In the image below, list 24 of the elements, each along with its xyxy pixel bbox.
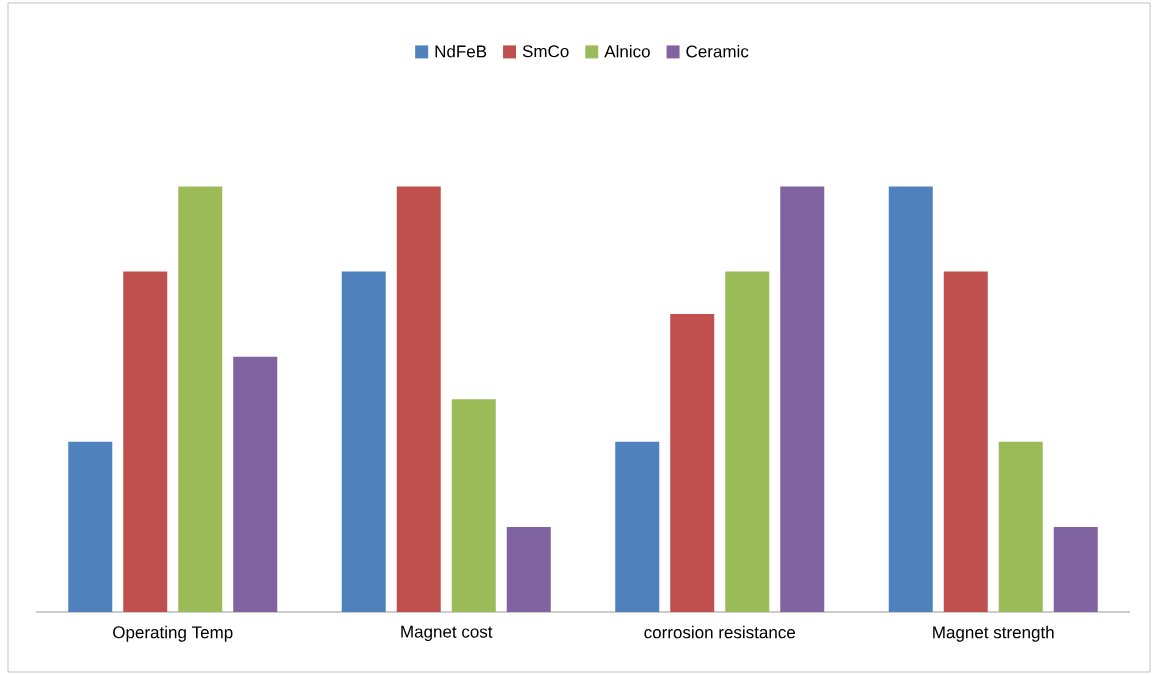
legend-label: Alnico bbox=[604, 44, 650, 58]
bar bbox=[233, 356, 278, 612]
bar bbox=[780, 186, 825, 612]
bar bbox=[68, 441, 113, 612]
x-tick-label: corrosion resistance bbox=[644, 625, 796, 639]
legend-label: SmCo bbox=[522, 45, 569, 58]
bar bbox=[615, 441, 660, 612]
bar bbox=[998, 441, 1043, 612]
bar bbox=[341, 271, 386, 612]
legend-label: NdFeB bbox=[435, 44, 487, 58]
x-tick-label: Operating Temp bbox=[113, 625, 233, 642]
bar bbox=[396, 186, 441, 612]
bar bbox=[178, 186, 223, 612]
bar bbox=[725, 271, 770, 612]
bar bbox=[451, 399, 496, 612]
bar bbox=[888, 186, 933, 612]
bar bbox=[670, 314, 715, 612]
bar bbox=[123, 271, 168, 612]
x-tick-label: Magnet cost bbox=[401, 625, 493, 642]
x-tick-label: Magnet strength bbox=[933, 625, 1054, 642]
bar bbox=[506, 526, 551, 612]
legend-label: Ceramic bbox=[686, 44, 749, 58]
bar bbox=[1053, 526, 1098, 612]
bar bbox=[943, 271, 988, 612]
